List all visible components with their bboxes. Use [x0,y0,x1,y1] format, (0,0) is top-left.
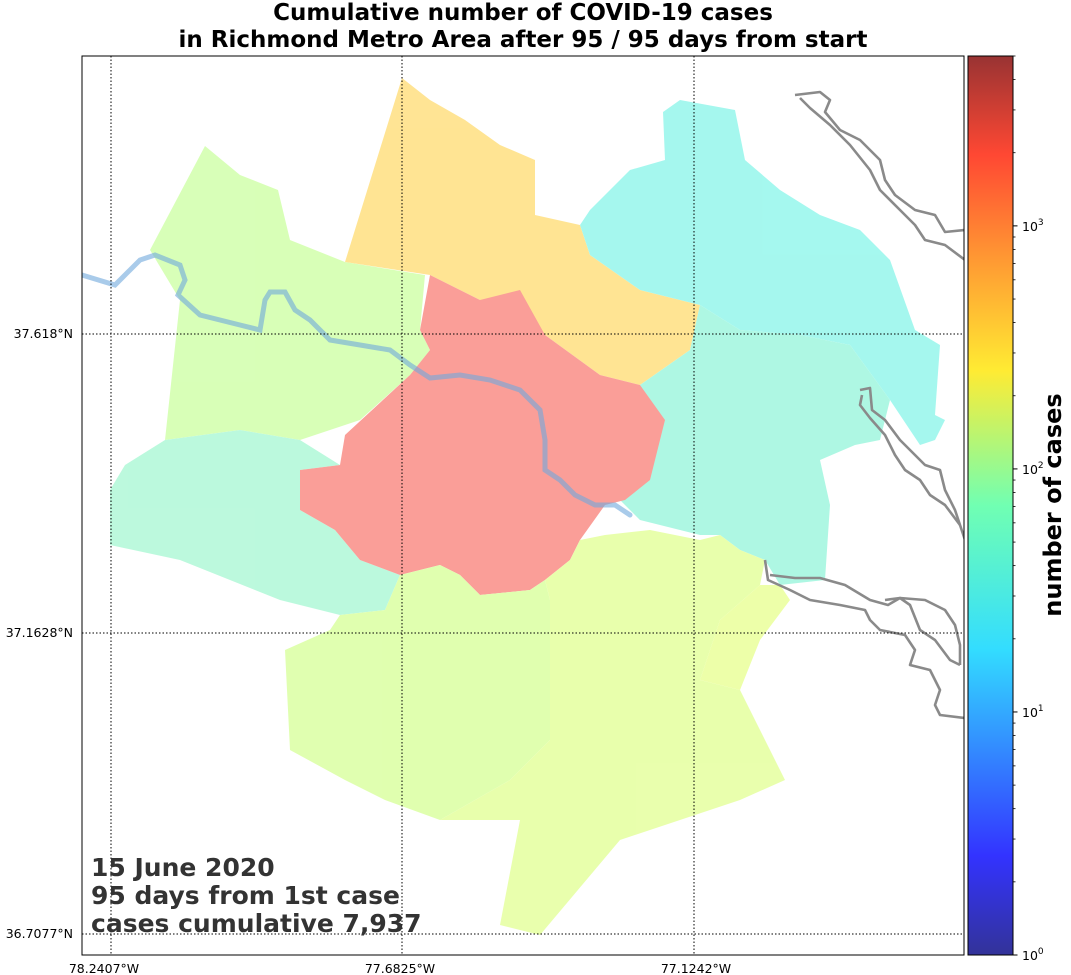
graticule [82,56,964,955]
title-line-1: Cumulative number of COVID-19 cases [273,0,773,26]
latitude-labels: 37.618°N 37.1628°N 36.7077°N [6,326,73,941]
lon-label-0: 78.2407°W [69,961,139,975]
colorbar-tick-label: 101 [1022,704,1044,720]
region-charles-city[interactable] [620,305,890,585]
annotation-date: 15 June 2020 [91,853,275,882]
colorbar-tick-label: 103 [1022,218,1044,234]
county-regions [110,78,945,935]
region-new-kent[interactable] [580,100,945,445]
colorbar-label: number of cases [1039,393,1067,616]
colorbar: 100 101 102 103 number of cases [967,55,1067,963]
region-prince-george[interactable] [700,585,790,690]
region-powhatan[interactable] [110,430,400,615]
annotation-cumulative: cases cumulative 7,937 [91,909,422,938]
coastlines [763,90,964,720]
colorbar-tick-label: 100 [1022,947,1044,963]
lon-label-2: 77.1242°W [661,961,731,975]
colorbar-frame [967,55,1014,956]
title-line-2: in Richmond Metro Area after 95 / 95 day… [178,27,868,53]
region-chesterfield[interactable] [285,565,550,820]
longitude-labels: 78.2407°W 77.6825°W 77.1242°W [69,961,731,975]
region-hanover[interactable] [345,78,700,385]
lat-label-1: 37.1628°N [6,625,73,640]
map-frame [81,55,965,956]
lon-label-1: 77.6825°W [365,961,435,975]
region-dinwiddie[interactable] [440,530,785,935]
map-layer [82,56,964,955]
region-henrico-richmond[interactable] [300,275,665,595]
annotation-days: 95 days from 1st case [91,881,400,910]
colorbar-gradient [968,56,1013,955]
lat-label-2: 36.7077°N [6,926,73,941]
lat-label-0: 37.618°N [14,326,73,341]
colorbar-tick-label: 102 [1022,461,1044,477]
region-goochland[interactable] [150,146,430,440]
james-river [82,252,633,518]
colorbar-ticks: 100 101 102 103 [1013,55,1044,963]
chart-title: Cumulative number of COVID-19 cases in R… [82,0,964,54]
